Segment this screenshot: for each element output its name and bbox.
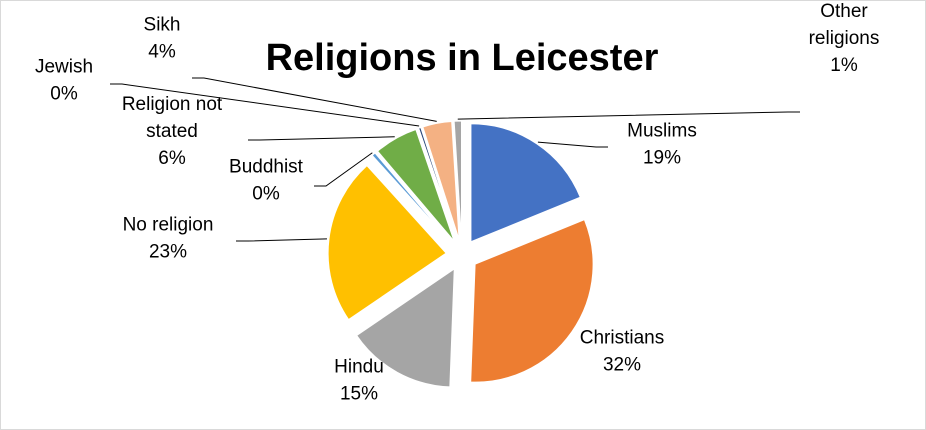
pie-slice-religion-not-stated bbox=[376, 128, 455, 242]
slice-labels: Muslims 19% Christians 32% Hindu 15% No religi… bbox=[35, 1, 879, 405]
slice-label: Muslims 19% bbox=[627, 121, 697, 169]
slice-label: Christians 32% bbox=[580, 328, 664, 376]
leader-line bbox=[192, 77, 437, 122]
leader-line bbox=[537, 141, 608, 148]
leader-line bbox=[314, 152, 373, 187]
slice-label: Sikh 4% bbox=[144, 15, 181, 63]
slice-label: Buddhist 0% bbox=[229, 157, 304, 205]
leader-lines bbox=[110, 77, 800, 242]
slice-label: Hindu 15% bbox=[334, 357, 384, 405]
pie-slice-jewish bbox=[418, 126, 458, 240]
slice-label: No religion 23% bbox=[123, 215, 214, 263]
pie-slice-muslims bbox=[470, 123, 581, 243]
pie-slice-no-religion bbox=[327, 164, 447, 321]
pie-slice-sikh bbox=[422, 120, 460, 240]
pie-slice-buddhist bbox=[371, 152, 452, 244]
slice-label: Other religions 1% bbox=[809, 1, 880, 76]
leader-line bbox=[110, 83, 420, 127]
leader-line bbox=[248, 136, 395, 141]
leader-line bbox=[457, 111, 800, 120]
pie-slice-christians bbox=[470, 219, 594, 383]
pie-slice-hindu bbox=[356, 268, 455, 388]
pie-slice-other-religions bbox=[453, 120, 463, 240]
slice-label: Religion not stated 6% bbox=[122, 94, 223, 169]
leader-line bbox=[236, 238, 327, 242]
pie-slices bbox=[327, 120, 594, 388]
slice-label: Jewish 0% bbox=[35, 57, 93, 105]
chart-title: Religions in Leicester bbox=[266, 37, 659, 79]
